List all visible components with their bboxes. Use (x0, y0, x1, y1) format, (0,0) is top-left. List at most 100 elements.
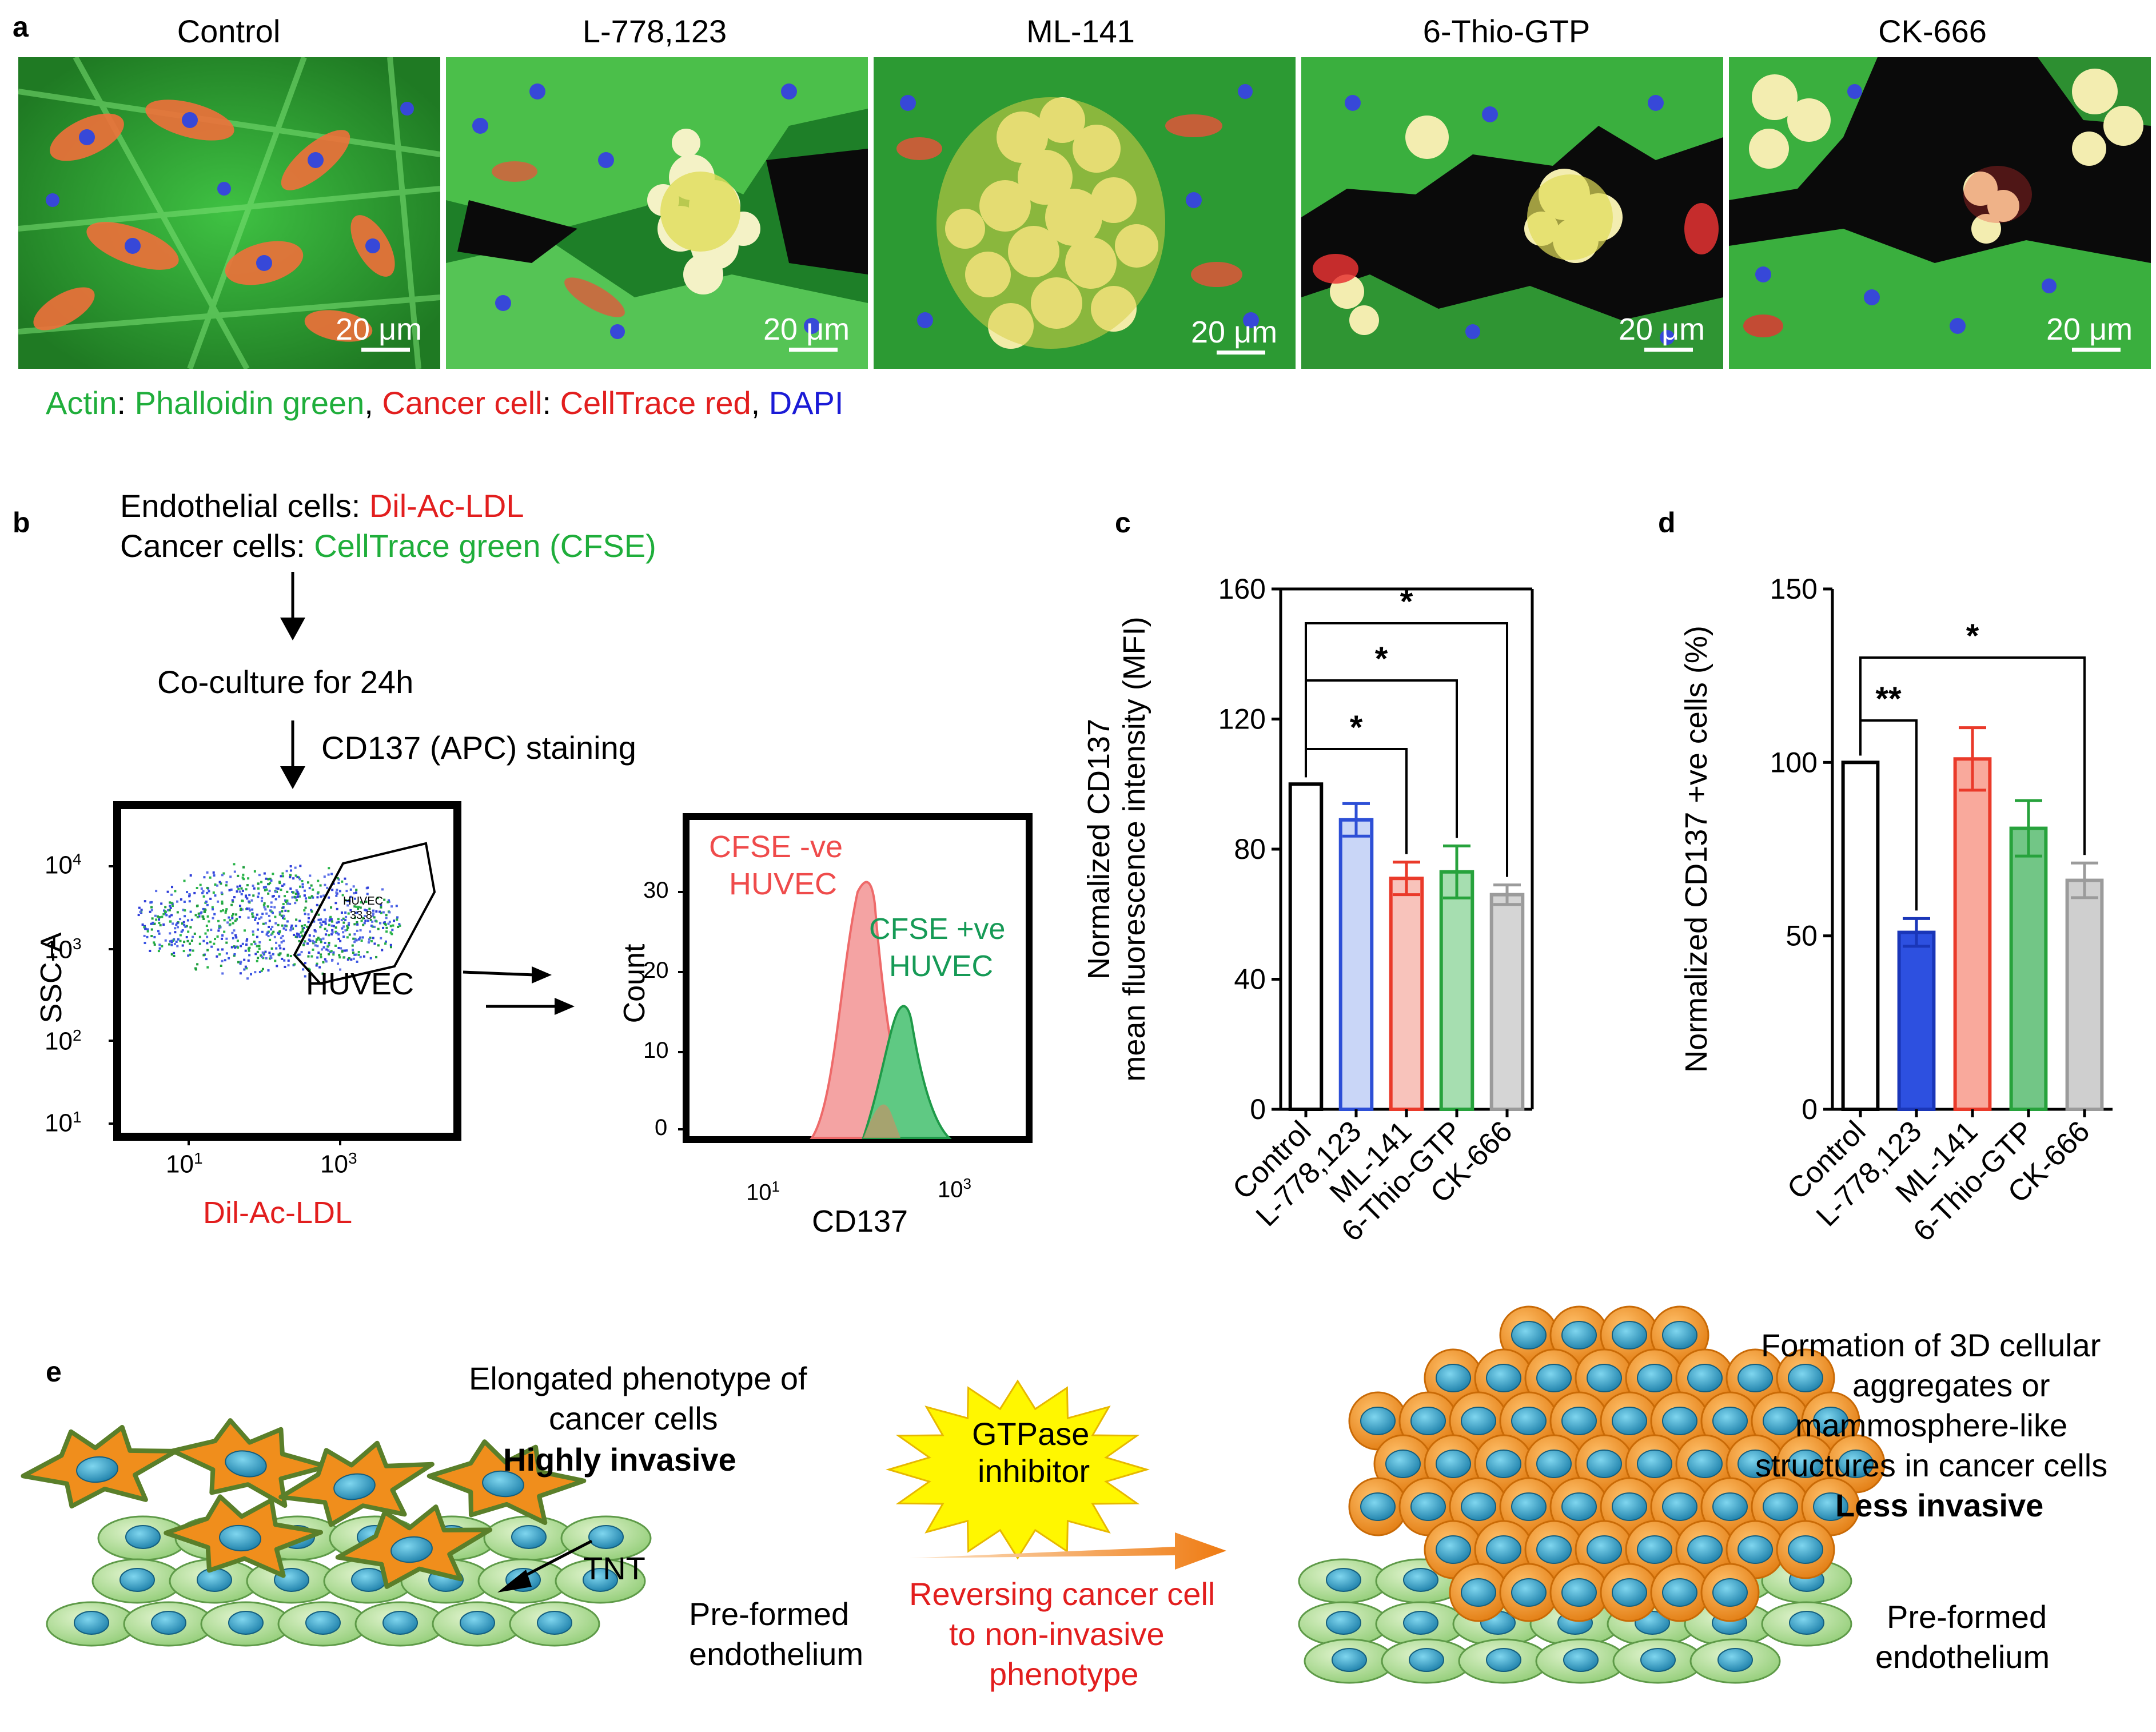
sig-label-1: * (1966, 618, 1979, 655)
panel-e-reversing-3: phenotype (989, 1656, 1139, 1692)
scale-bar-label-6thiogtp: 20 μm (1619, 312, 1705, 347)
micrograph-6thiogtp: 20 μm (1301, 57, 1723, 369)
panel-e-right-title-2: aggregates or (1852, 1367, 2050, 1403)
histogram-xlabel: CD137 (812, 1204, 908, 1239)
micrograph-ml141: 20 μm (874, 57, 1296, 369)
gtpase-burst (886, 1379, 1150, 1560)
error-bar-1 (1903, 917, 1930, 948)
sig-bracket-1 (1859, 656, 2086, 855)
scatter-plot-frame (113, 801, 461, 1141)
bar-3 (2009, 826, 2048, 1111)
legend-sep-3: : (542, 385, 560, 421)
right-aggregate (1348, 1305, 1886, 1622)
panel-a-label: a (13, 11, 29, 43)
panel-b-line2-prefix: Cancer cells: (120, 528, 314, 564)
error-bar-4 (1493, 883, 1521, 906)
y-axis-label: Normalized CD137 +ve cells (%) (1679, 626, 1713, 1073)
panel-b-line1: Endothelial cells: Dil-Ac-LDL (120, 487, 524, 524)
panel-b-step2: CD137 (APC) staining (321, 730, 636, 766)
panel-e-left-title-3: Highly invasive (503, 1442, 736, 1478)
scatter-ytick-2: 103 (45, 935, 82, 964)
histogram-pos-label-1: CFSE +ve (869, 913, 1006, 946)
panel-e-label: e (46, 1356, 62, 1388)
legend-sep-1: : (117, 385, 135, 421)
micrograph-ck666: 20 μm (1729, 57, 2151, 369)
panel-b-line1-stain: Dil-Ac-LDL (369, 488, 524, 524)
histogram-overlap (863, 1104, 900, 1138)
legend-sep-2: , (364, 385, 382, 421)
error-bar-1 (1342, 802, 1370, 838)
bar-2 (1389, 877, 1424, 1111)
error-bar-2 (1959, 726, 1986, 792)
panel-b-line2-stain: CellTrace green (CFSE) (314, 528, 656, 564)
panel-e-illustration (21, 1305, 1886, 1684)
histogram-ytick-10: 10 (643, 1038, 669, 1063)
panel-e-right-endo-2: endothelium (1875, 1639, 2050, 1675)
panel-e-reversing-1: Reversing cancer cell (909, 1576, 1216, 1612)
left-cancer-cells (21, 1418, 587, 1589)
panel-b-line2: Cancer cells: CellTrace green (CFSE) (120, 527, 656, 564)
panel-e-left-endo-2: endothelium (689, 1636, 864, 1672)
histogram-neg-label-2: HUVEC (729, 867, 838, 901)
error-bar-4 (2071, 861, 2098, 899)
y-tick-label-1: 40 (1234, 963, 1266, 996)
panel-a-title-ck666: CK-666 (1878, 13, 1987, 49)
legend-phalloidin: Phalloidin green (134, 385, 365, 421)
panel-e-burst-2: inhibitor (978, 1453, 1090, 1489)
y-tick-label-1: 50 (1786, 920, 1818, 952)
panel-e-right-endo-1: Pre-formed (1887, 1599, 2047, 1635)
y-tick-label-4: 160 (1218, 573, 1266, 605)
scatter-ytick-4: 101 (45, 1108, 82, 1137)
error-bar-2 (1393, 861, 1420, 897)
scale-bar-l778123 (789, 348, 838, 352)
panel-e-left-title-1: Elongated phenotype of (469, 1360, 807, 1396)
legend-actin: Actin (46, 385, 117, 421)
bar-3 (1439, 870, 1474, 1111)
bar-0 (1841, 761, 1880, 1112)
y-tick-label-2: 80 (1234, 833, 1266, 865)
scatter-gate-value: 33.8 (350, 909, 372, 922)
panel-a-title-ml141: ML-141 (1026, 13, 1135, 49)
sig-label-1: * (1375, 640, 1388, 678)
legend-celltrace-red: CellTrace red (560, 385, 751, 421)
scatter-gate-label: HUVEC (306, 967, 415, 1001)
histogram-pos-label-2: HUVEC (889, 950, 994, 983)
scale-bar-ml141 (1217, 351, 1265, 355)
error-bar-3 (2015, 799, 2042, 858)
histogram-ytick-20: 20 (643, 958, 669, 983)
panel-b-diagram (109, 572, 1033, 1145)
bar-4 (1489, 893, 1525, 1111)
scale-bar-label-l778123: 20 μm (763, 312, 850, 347)
legend-dapi: DAPI (768, 385, 844, 421)
left-endothelium (46, 1515, 652, 1647)
chart-c: 0 40 80 120 160 Normalized CD137 mean fluoresc… (1082, 573, 1534, 1248)
panel-a-title-l778123: L-778,123 (582, 13, 727, 49)
error-bar-3 (1443, 844, 1470, 899)
bar-2 (1953, 757, 1992, 1111)
y-tick-label-3: 120 (1218, 703, 1266, 735)
panel-a-stain-legend: Actin: Phalloidin green, Cancer cell: Ce… (46, 384, 843, 421)
scale-bar-6thiogtp (1644, 348, 1693, 352)
panel-b-step1: Co-culture for 24h (157, 664, 414, 700)
y-tick-label-0: 0 (1250, 1093, 1266, 1125)
histogram-ylabel: Count (618, 943, 651, 1024)
scatter-dots (137, 863, 401, 980)
panel-e-tnt-label: TNT (583, 1550, 645, 1586)
bar-0 (1288, 782, 1324, 1111)
scatter-gate-inner: HUVEC (343, 895, 384, 907)
micrograph-l778123: 20 μm (446, 57, 868, 369)
panel-e-right-title-4: structures in cancer cells (1755, 1447, 2108, 1483)
bar-1 (1897, 930, 1936, 1111)
histogram-xtick-2: 103 (938, 1175, 971, 1203)
panel-e-right-title-5: Less invasive (1835, 1487, 2044, 1523)
panel-b-label: b (13, 507, 30, 539)
scale-bar-control (361, 348, 410, 352)
y-axis-label-line2: mean fluorescence intensity (MFI) (1117, 616, 1151, 1081)
panel-e-reversing-2: to non-invasive (949, 1616, 1165, 1652)
sig-label-2: * (1400, 583, 1413, 620)
scatter-xtick-1: 101 (166, 1149, 203, 1178)
histogram-xtick-1: 101 (746, 1178, 780, 1205)
reversal-arrow (909, 1532, 1226, 1570)
scatter-ytick-1: 104 (45, 850, 82, 879)
